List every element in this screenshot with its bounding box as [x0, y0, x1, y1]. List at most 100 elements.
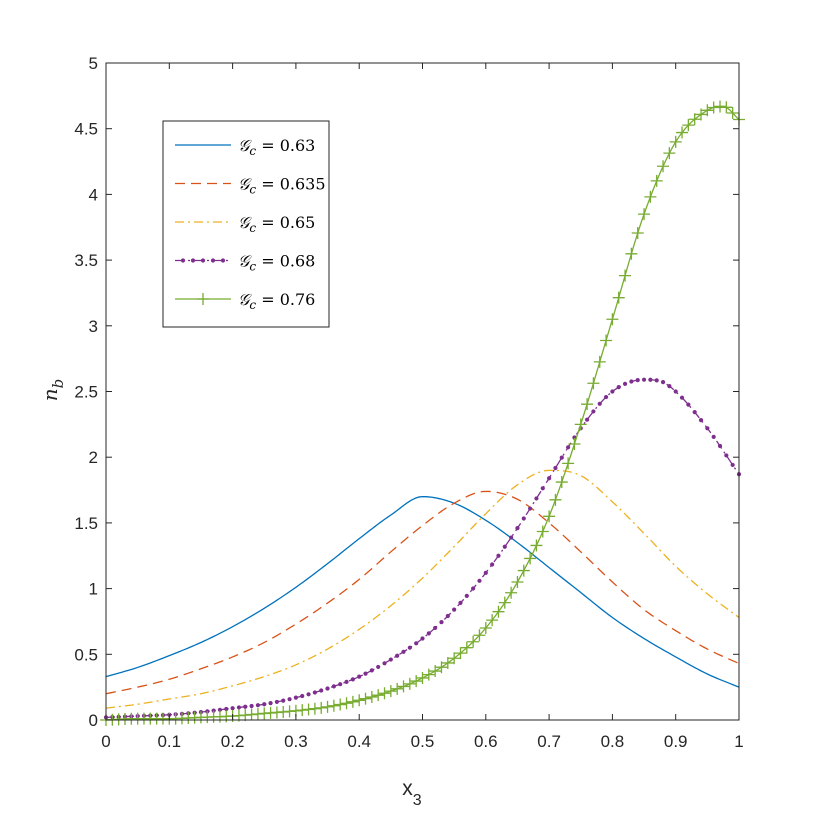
series-marker-dot	[528, 506, 533, 511]
series-marker-dot	[211, 708, 216, 713]
series-marker-dot	[635, 378, 640, 383]
series-marker-plus	[302, 703, 315, 716]
series-marker-plus	[498, 596, 511, 609]
series-marker-dot	[471, 586, 476, 591]
series-marker-plus	[657, 160, 670, 173]
series-marker-plus	[346, 695, 359, 708]
x-tick-label: 0.3	[284, 732, 308, 751]
series-marker-dot	[236, 705, 242, 710]
series-marker-dot	[268, 701, 273, 706]
series-marker-dot	[357, 674, 362, 679]
series-1	[105, 495, 740, 688]
series-marker-plus	[593, 355, 606, 368]
series-marker-plus	[644, 190, 657, 203]
series-marker-dot	[616, 385, 621, 390]
series-marker-dot	[654, 378, 659, 383]
series-marker-dot	[306, 692, 311, 697]
series-marker-dot	[420, 636, 425, 641]
series-marker-dot	[325, 686, 330, 691]
legend-marker-dot	[190, 258, 196, 263]
series-marker-dot	[338, 682, 343, 687]
series-marker-dot	[224, 706, 229, 712]
series-marker-plus	[600, 334, 613, 347]
series-5	[100, 100, 745, 726]
series-marker-plus	[486, 614, 499, 627]
x-tick-label: 1	[734, 732, 743, 751]
series-marker-plus	[701, 104, 714, 117]
y-tick-label: 2.5	[74, 383, 98, 402]
y-tick-label: 3	[89, 317, 98, 336]
series-marker-plus	[353, 694, 366, 707]
legend-label: 𝒢c = 0.68	[238, 252, 315, 274]
series-marker-dot	[547, 476, 552, 481]
x-tick-label: 0.4	[347, 732, 371, 751]
legend-marker-dot	[180, 258, 186, 263]
series-marker-dot	[407, 645, 412, 650]
series-marker-dot	[255, 703, 261, 708]
series-marker-dot	[243, 704, 248, 709]
series-marker-dot	[344, 679, 349, 684]
series-marker-dot	[319, 688, 324, 693]
series-marker-dot	[414, 641, 419, 646]
x-tick-label: 0.5	[411, 732, 435, 751]
series-marker-plus	[631, 227, 644, 240]
series-marker-plus	[555, 476, 568, 489]
series-marker-dot	[730, 462, 735, 468]
series-layer	[100, 100, 745, 726]
series-marker-plus	[669, 135, 682, 148]
legend-box	[162, 120, 330, 328]
series-marker-plus	[460, 641, 473, 654]
series-4	[103, 377, 742, 720]
series-marker-plus	[479, 622, 492, 635]
series-marker-plus	[435, 661, 448, 674]
series-marker-dot	[249, 703, 254, 709]
series-marker-dot	[300, 693, 305, 699]
series-marker-plus	[454, 647, 467, 660]
series-marker-plus	[726, 106, 739, 119]
series-marker-dot	[376, 664, 381, 670]
series-marker-plus	[384, 685, 397, 698]
y-tick-label: 5	[89, 54, 98, 73]
series-marker-plus	[473, 629, 486, 642]
series-marker-dot	[433, 625, 438, 631]
series-marker-plus	[340, 697, 353, 710]
series-marker-plus	[707, 101, 720, 114]
legend-item-3: 𝒢c = 0.65	[175, 213, 315, 235]
series-marker-dot	[673, 389, 678, 394]
y-tick-label: 4.5	[74, 120, 98, 139]
x-tick-label: 0.8	[601, 732, 625, 751]
y-axis-label-sub: b	[49, 379, 67, 389]
y-tick-label: 2	[89, 448, 98, 467]
series-marker-dot	[426, 631, 431, 636]
series-marker-dot	[698, 417, 704, 423]
x-tick-label: 0.2	[221, 732, 245, 751]
series-marker-plus	[549, 493, 562, 506]
series-line	[105, 379, 740, 719]
series-marker-plus	[308, 702, 321, 715]
series-marker-plus	[359, 692, 372, 705]
series-marker-dot	[641, 377, 647, 382]
series-marker-dot	[217, 707, 223, 712]
legend-marker-dot	[200, 258, 206, 263]
series-marker-plus	[581, 398, 594, 411]
series-marker-plus	[606, 313, 619, 326]
y-axis-label: nb	[38, 379, 67, 402]
series-marker-dot	[458, 600, 463, 605]
series-marker-dot	[445, 613, 450, 619]
series-marker-plus	[543, 510, 556, 523]
y-tick-label: 3.5	[74, 251, 98, 270]
series-marker-dot	[711, 434, 716, 440]
series-marker-dot	[584, 417, 590, 422]
series-marker-plus	[372, 689, 385, 702]
series-marker-plus	[682, 119, 695, 132]
y-tick-label: 1.5	[74, 514, 98, 533]
series-marker-plus	[720, 101, 733, 114]
series-marker-dot	[572, 435, 577, 440]
series-marker-dot	[521, 516, 526, 521]
series-marker-plus	[638, 208, 651, 221]
series-marker-plus	[391, 682, 404, 695]
series-marker-dot	[660, 380, 666, 385]
legend-item-1: 𝒢c = 0.63	[175, 136, 315, 158]
series-marker-plus	[536, 525, 549, 538]
